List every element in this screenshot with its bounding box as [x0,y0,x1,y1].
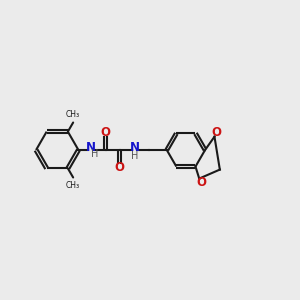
Text: O: O [100,125,110,139]
Text: CH₃: CH₃ [66,181,80,190]
Text: H: H [131,151,138,161]
Text: O: O [211,126,221,140]
Text: N: N [129,141,140,154]
Text: O: O [196,176,206,190]
Text: H: H [91,149,98,159]
Text: CH₃: CH₃ [66,110,80,119]
Text: O: O [115,161,125,175]
Text: N: N [86,141,96,154]
